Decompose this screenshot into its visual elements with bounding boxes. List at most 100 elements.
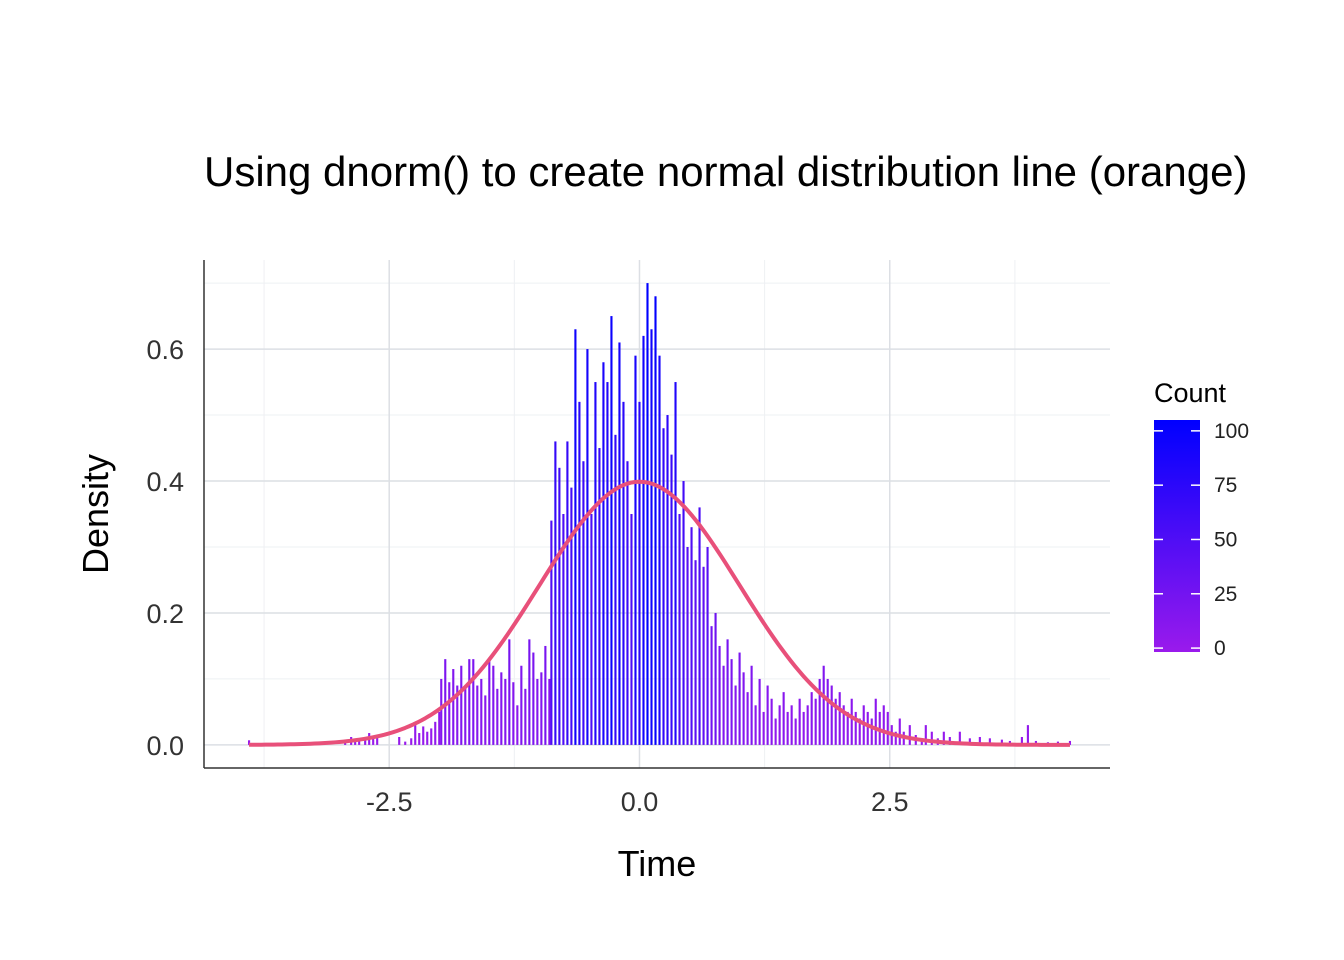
- histogram-bar: [930, 731, 933, 745]
- histogram-bar: [874, 698, 877, 745]
- histogram-bar: [618, 342, 621, 745]
- histogram-bar: [464, 686, 467, 745]
- legend-label: 25: [1214, 583, 1237, 606]
- histogram-bar: [908, 725, 911, 745]
- histogram-bar: [822, 665, 825, 745]
- histogram-bar: [376, 736, 379, 745]
- histogram-bar: [778, 705, 781, 745]
- histogram-bar: [496, 688, 499, 745]
- histogram-bar: [894, 731, 897, 745]
- histogram-bar: [742, 672, 745, 745]
- histogram-bar: [654, 296, 657, 745]
- histogram-bar: [504, 678, 507, 745]
- histogram-bar: [642, 335, 645, 745]
- histogram-bar: [770, 698, 773, 745]
- histogram-bar: [562, 514, 565, 745]
- histogram-bar: [404, 741, 407, 745]
- histogram-bar: [818, 678, 821, 745]
- histogram-bar: [574, 329, 577, 745]
- histogram-bar: [598, 448, 601, 745]
- histogram-bar: [586, 349, 589, 745]
- histogram-bar: [782, 692, 785, 745]
- histogram-bar: [532, 652, 535, 745]
- histogram-bar: [566, 441, 569, 745]
- histogram-bar: [448, 682, 451, 745]
- histogram-bar: [698, 507, 701, 745]
- histogram-bar: [614, 434, 617, 745]
- histogram-bar: [774, 718, 777, 745]
- histogram-bar: [540, 672, 543, 745]
- histogram-bar: [590, 514, 593, 745]
- histogram-bar: [247, 740, 251, 745]
- histogram-bar: [734, 685, 737, 745]
- histogram-bar: [452, 669, 455, 745]
- histogram-bar: [626, 461, 629, 745]
- histogram-bar: [512, 682, 515, 745]
- histogram-bar: [658, 355, 661, 745]
- histogram-bar: [634, 355, 637, 745]
- histogram-bar: [516, 705, 519, 745]
- histogram-bar: [536, 678, 539, 745]
- minor-gridlines: [204, 260, 1110, 768]
- histogram-bar: [706, 546, 709, 745]
- x-tick-label: 0.0: [621, 787, 659, 817]
- histogram-bar: [678, 514, 681, 745]
- histogram-bar: [662, 428, 665, 745]
- histogram-bar: [682, 481, 685, 745]
- histogram-bar: [854, 711, 857, 745]
- histogram-bar: [694, 560, 697, 745]
- histogram-bar: [364, 736, 367, 745]
- histogram-bar: [554, 441, 557, 745]
- histogram-bar: [520, 665, 523, 745]
- histogram-bar: [968, 738, 971, 745]
- histogram-bar: [988, 738, 991, 745]
- chart-title: Using dnorm() to create normal distribut…: [204, 148, 1247, 195]
- histogram-bar: [838, 692, 841, 745]
- y-tick-labels: 0.0 0.2 0.4 0.6: [146, 335, 184, 761]
- histogram-bar: [978, 736, 981, 745]
- histogram-bar: [418, 733, 421, 745]
- histogram-bar: [558, 467, 561, 745]
- histogram-bar: [830, 685, 833, 745]
- histogram-bar: [440, 678, 443, 745]
- histogram-bar: [746, 692, 749, 745]
- histogram-bar: [650, 329, 653, 745]
- histogram-bar: [422, 726, 425, 745]
- histogram-bar: [602, 362, 605, 745]
- histogram-bar: [594, 382, 597, 745]
- histogram-bar: [410, 738, 413, 745]
- histogram-bar: [578, 401, 581, 745]
- histogram-bar: [398, 736, 401, 745]
- histogram-bar: [798, 698, 801, 745]
- x-axis-title: Time: [618, 843, 697, 884]
- histogram-bar: [758, 678, 761, 745]
- histogram-bar: [550, 520, 553, 745]
- histogram-bar: [528, 639, 531, 745]
- legend-label: 75: [1214, 474, 1237, 497]
- histogram-bar: [674, 382, 677, 745]
- histogram-bar: [508, 639, 511, 745]
- histogram-bar: [842, 705, 845, 745]
- histogram-bar: [802, 711, 805, 745]
- histogram-bar: [456, 685, 459, 745]
- legend-label: 50: [1214, 528, 1237, 551]
- histogram-bar: [438, 711, 441, 745]
- histogram-bar: [460, 665, 463, 745]
- histogram-bar: [666, 415, 669, 745]
- histogram-bar: [622, 401, 625, 745]
- histogram-bar: [866, 711, 869, 745]
- histogram-bar: [710, 626, 713, 745]
- histogram-bars: [247, 283, 1072, 745]
- histogram-bar: [942, 731, 945, 745]
- histogram-bar: [444, 659, 447, 745]
- legend-colorbar: [1154, 420, 1200, 652]
- legend-label: 0: [1214, 637, 1226, 660]
- histogram-bar: [806, 705, 809, 745]
- histogram-bar: [846, 711, 849, 745]
- histogram-bar: [754, 705, 757, 745]
- histogram-bar: [480, 678, 483, 745]
- histogram-bar: [606, 382, 609, 745]
- histogram-bar: [1000, 739, 1003, 745]
- histogram-bar: [750, 665, 753, 745]
